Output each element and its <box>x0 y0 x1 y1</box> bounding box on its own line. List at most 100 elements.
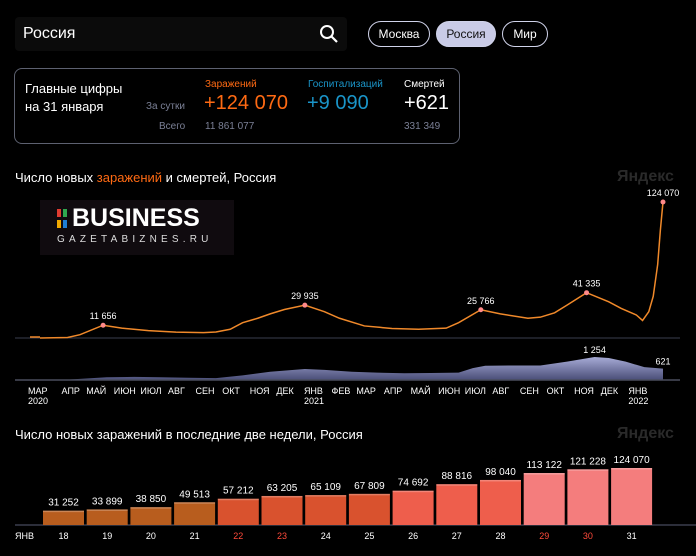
bar <box>261 495 303 525</box>
bar-category-label: 26 <box>408 531 418 541</box>
summary-title: Главные цифры на 31 января <box>25 81 123 114</box>
bar-value-label: 113 122 <box>526 460 562 471</box>
bar-top <box>86 509 128 511</box>
cases-peak-label: 25 766 <box>467 296 495 306</box>
hospitalizations-today: +9 090 <box>307 92 369 114</box>
infections-total: 11 861 077 <box>205 121 255 132</box>
cases-peak-dot <box>660 199 666 205</box>
cases-peak-dot <box>478 307 484 313</box>
search-icon[interactable] <box>319 24 339 44</box>
bar-value-label: 57 212 <box>223 486 254 497</box>
x-tick-label: АПР <box>62 386 80 396</box>
search-box[interactable] <box>15 17 347 51</box>
bar-value-label: 74 692 <box>398 478 429 489</box>
deaths-total: 331 349 <box>404 121 441 132</box>
bar-value-label: 67 809 <box>354 481 385 492</box>
bar <box>305 495 347 525</box>
x-tick-label: МАР <box>356 386 376 396</box>
bar-value-label: 33 899 <box>92 496 123 507</box>
bar-top <box>217 498 259 501</box>
cases-peak-label: 11 656 <box>90 311 117 321</box>
bar-category-label: 20 <box>146 531 156 541</box>
x-tick-label: АПР <box>384 386 402 396</box>
bar <box>436 484 478 525</box>
yandex-logo: Яндекс <box>617 168 674 185</box>
x-tick-label: ИЮЛ <box>140 386 161 396</box>
bar-top <box>305 495 347 497</box>
bar-value-label: 88 816 <box>442 471 473 482</box>
bar-top <box>174 502 216 504</box>
bar-category-label: 22 <box>233 531 243 541</box>
bar-value-label: 38 850 <box>136 494 167 505</box>
x-tick-label: ИЮН <box>438 386 460 396</box>
bar-category-label: 24 <box>321 531 331 541</box>
bar <box>86 509 128 525</box>
bar-category-label: 25 <box>364 531 374 541</box>
tab-moscow[interactable]: Москва <box>368 21 430 47</box>
x-tick-label: ИЮЛ <box>465 386 486 396</box>
cases-peak-dot <box>100 322 106 328</box>
infections-label: Заражений <box>205 79 257 90</box>
bar <box>523 473 565 525</box>
bar <box>611 468 653 525</box>
cases-peak-dot <box>302 302 308 308</box>
bar <box>130 507 172 525</box>
x-tick-label: АВГ <box>492 386 509 396</box>
total-label: Всего <box>159 121 186 132</box>
bar-category-label: 28 <box>495 531 505 541</box>
x-tick-label: НОЯ <box>574 386 594 396</box>
x-tick-label: АВГ <box>168 386 185 396</box>
watermark-name: BUSINESS <box>72 204 200 232</box>
bar <box>392 490 434 525</box>
yandex-logo-2: Яндекс <box>617 425 674 442</box>
bar-top <box>480 479 521 482</box>
per-day-label: За сутки <box>146 101 185 112</box>
tab-world[interactable]: Мир <box>502 21 548 47</box>
bar <box>43 510 84 525</box>
x-tick-label: ИЮН <box>114 386 136 396</box>
bar-value-label: 121 228 <box>570 456 607 467</box>
cases-peak-label: 41 335 <box>573 279 601 289</box>
bar-top <box>348 493 390 496</box>
chart1-title: Число новых заражений и смертей, Россия <box>15 170 277 185</box>
bar <box>217 498 259 525</box>
x-tick-label: ДЕК <box>601 386 619 396</box>
bar-top <box>523 473 565 475</box>
x-tick-year: 2020 <box>28 396 48 406</box>
watermark-logo-icon <box>57 209 67 228</box>
x-tick-label: ОКТ <box>222 386 240 396</box>
watermark: BUSINESS GAZETABIZNES.RU <box>40 200 234 255</box>
bar <box>567 469 609 525</box>
tab-russia[interactable]: Россия <box>436 21 496 47</box>
x-tick-label: ФЕВ <box>332 386 351 396</box>
bar-top <box>436 484 478 486</box>
x-tick-label: ЯНВ <box>304 386 323 396</box>
deaths-peak-label: 1 254 <box>583 345 606 355</box>
deaths-peak-label: 621 <box>655 357 670 367</box>
deaths-area <box>52 357 664 380</box>
bar-value-label: 98 040 <box>485 467 516 478</box>
month-label: ЯНВ <box>15 531 34 541</box>
x-tick-label: НОЯ <box>250 386 270 396</box>
cases-peak-label: 29 935 <box>291 291 319 301</box>
two-weeks-bar-chart: ЯНВ 31 252 18 33 899 19 38 850 20 49 513 21 57 21… <box>15 455 696 541</box>
x-tick-label: МАР <box>28 386 48 396</box>
cases-deaths-chart: 11 656 29 935 25 766 41 335 124 070 1 254 621 М… <box>15 188 680 406</box>
bar-top <box>130 507 172 509</box>
bar-top <box>392 490 434 493</box>
bar-value-label: 31 252 <box>48 498 79 509</box>
x-tick-label: МАЙ <box>86 385 106 396</box>
bar-value-label: 63 205 <box>267 483 298 494</box>
bar <box>480 479 521 525</box>
bar-value-label: 124 070 <box>614 455 651 466</box>
deaths-label: Смертей <box>404 79 445 90</box>
cases-line <box>39 201 664 339</box>
watermark-site: GAZETABIZNES.RU <box>57 234 213 245</box>
x-tick-year: 2022 <box>628 396 648 406</box>
bar-top <box>567 469 609 471</box>
bar-value-label: 49 513 <box>179 489 210 500</box>
bar-top <box>261 495 303 498</box>
bar-category-label: 29 <box>539 531 549 541</box>
bar-category-label: 31 <box>627 531 637 541</box>
search-input[interactable] <box>23 23 313 45</box>
